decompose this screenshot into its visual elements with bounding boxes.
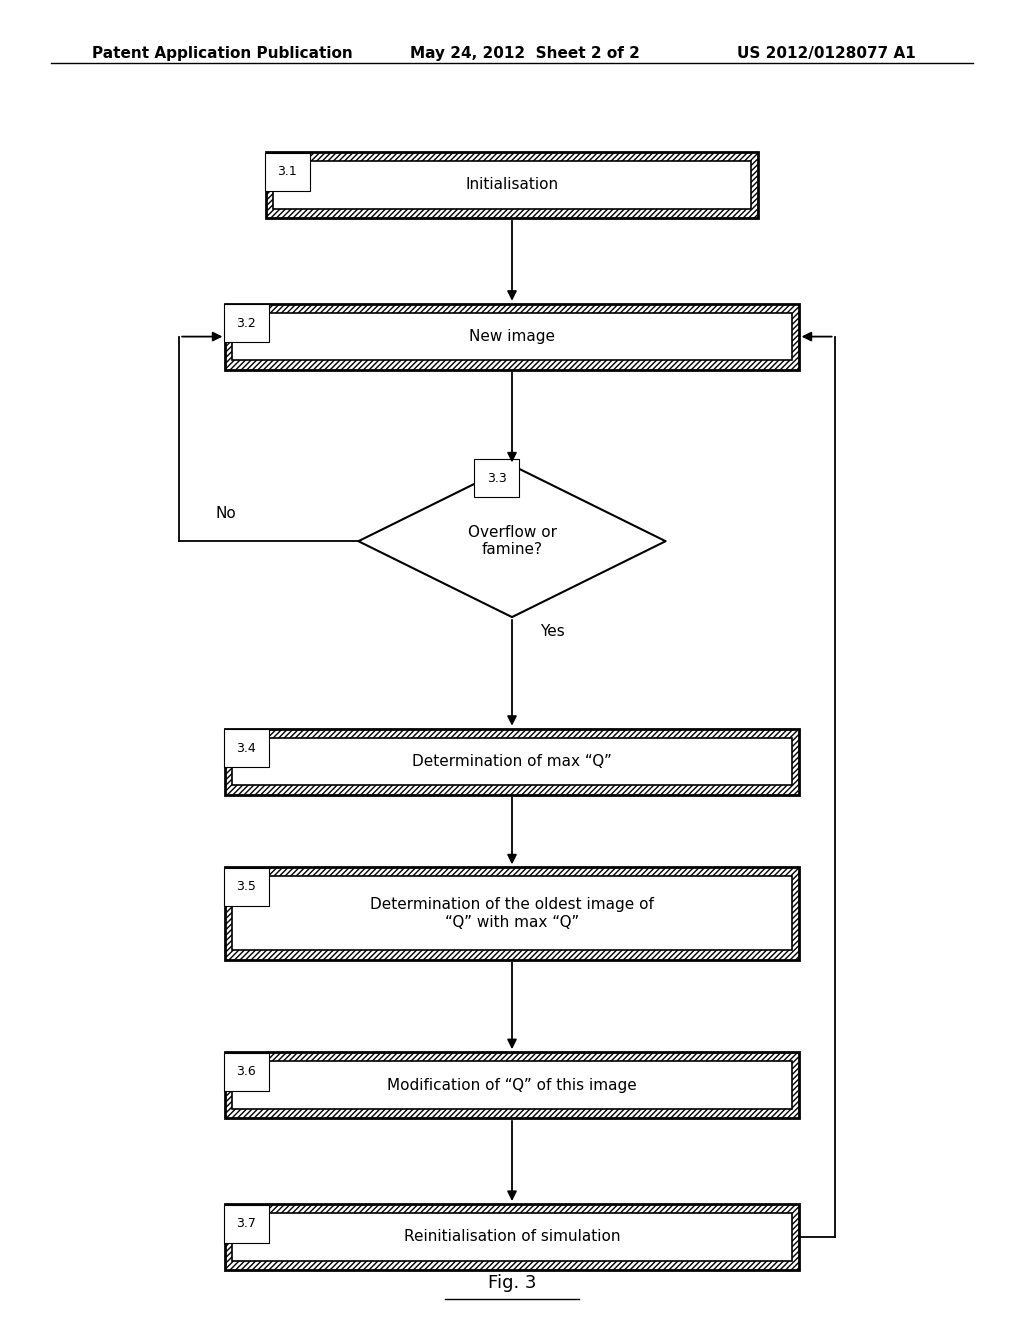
- Bar: [232, 1061, 792, 1109]
- Text: Fig. 3: Fig. 3: [487, 1274, 537, 1292]
- Text: Overflow or
famine?: Overflow or famine?: [468, 525, 556, 557]
- Text: 3.6: 3.6: [237, 1065, 256, 1078]
- Text: Yes: Yes: [540, 624, 564, 639]
- Point: [572, 1291, 585, 1307]
- Text: 3.2: 3.2: [237, 317, 256, 330]
- Text: Determination of max “Q”: Determination of max “Q”: [412, 754, 612, 770]
- Bar: [225, 1204, 799, 1270]
- Bar: [232, 876, 792, 950]
- Text: 3.4: 3.4: [237, 742, 256, 755]
- Text: Reinitialisation of simulation: Reinitialisation of simulation: [403, 1229, 621, 1245]
- Bar: [225, 304, 799, 370]
- Text: Determination of the oldest image of
“Q” with max “Q”: Determination of the oldest image of “Q”…: [370, 898, 654, 929]
- Bar: [266, 152, 758, 218]
- Text: US 2012/0128077 A1: US 2012/0128077 A1: [737, 46, 916, 61]
- Text: 3.7: 3.7: [237, 1217, 256, 1230]
- Text: Initialisation: Initialisation: [466, 177, 558, 193]
- Bar: [273, 161, 751, 209]
- Bar: [225, 729, 799, 795]
- Text: 3.5: 3.5: [237, 880, 256, 894]
- Text: New image: New image: [469, 329, 555, 345]
- Bar: [225, 867, 799, 960]
- Text: 3.1: 3.1: [278, 165, 297, 178]
- Text: Patent Application Publication: Patent Application Publication: [92, 46, 353, 61]
- Text: May 24, 2012  Sheet 2 of 2: May 24, 2012 Sheet 2 of 2: [410, 46, 639, 61]
- Polygon shape: [358, 466, 666, 618]
- Text: Modification of “Q” of this image: Modification of “Q” of this image: [387, 1077, 637, 1093]
- Bar: [232, 1213, 792, 1261]
- Bar: [225, 1052, 799, 1118]
- Point: [439, 1291, 452, 1307]
- Bar: [232, 738, 792, 785]
- Text: 3.3: 3.3: [486, 473, 507, 484]
- Bar: [232, 313, 792, 360]
- Text: No: No: [215, 507, 236, 521]
